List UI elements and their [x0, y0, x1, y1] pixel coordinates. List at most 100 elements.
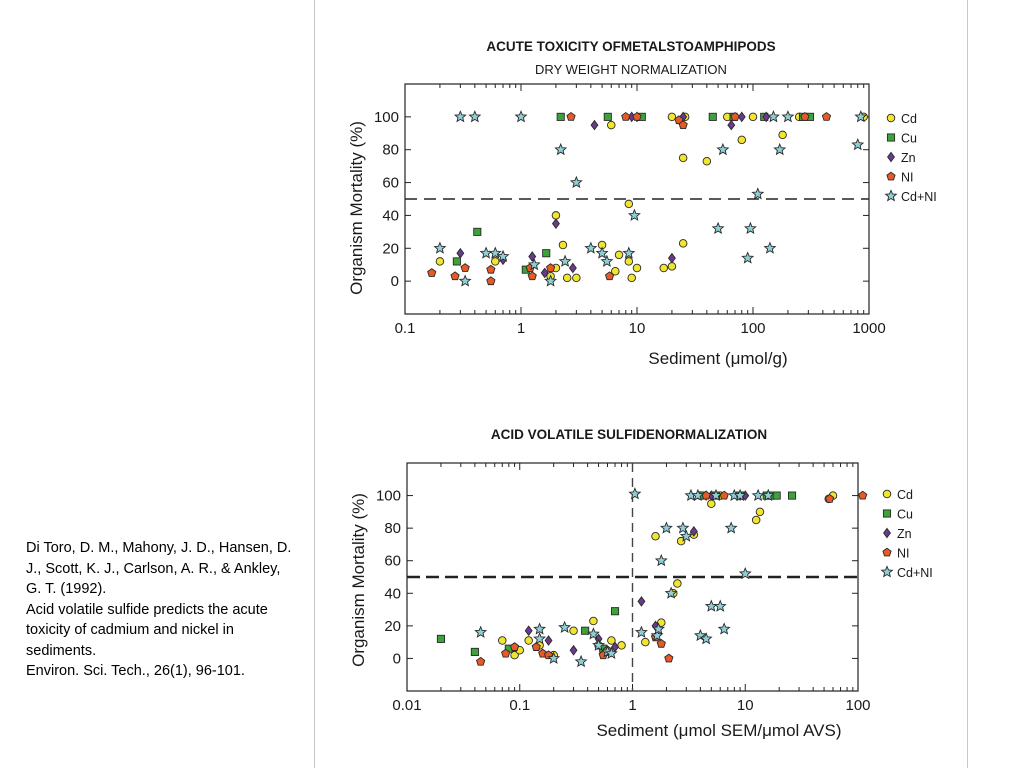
chart1-ytick-label: 20 [384, 618, 401, 635]
chart0-point-zn [727, 119, 736, 131]
chart0-point-cd [632, 263, 642, 273]
chart0-legend-marker [886, 133, 896, 142]
chart1-point-cd-ni [713, 599, 727, 612]
chart0-point-cd [678, 239, 688, 248]
chart0-point-cd-ni [569, 175, 583, 189]
chart0-point-cd-ni [496, 249, 510, 262]
charts-svg: ACUTE TOXICITY OFMETALSTOAMPHIPODS DRY W… [347, 39, 937, 740]
chart0-legend-marker [886, 171, 896, 181]
chart1-point-ni [531, 642, 541, 651]
chart1-point-cd-ni [679, 529, 693, 542]
chart0-point-cd [614, 250, 624, 260]
chart1-legend-marker [882, 489, 892, 499]
chart0-point-cd [702, 156, 712, 166]
chart1-title: ACUTE TOXICITY OFMETALSTOAMPHIPODS [486, 39, 775, 54]
chart1-point-cd-ni [761, 488, 775, 502]
chart2-ylabel: Organism Mortality (%) [349, 493, 368, 667]
chart0-point-cd [551, 211, 561, 220]
citation-journal: Environ. Sci. Tech., 26(1), 96-101. [26, 663, 245, 679]
chart0-point-cd [572, 273, 581, 283]
chart1-point-cu [610, 607, 620, 616]
chart1-point-cu [470, 647, 479, 656]
chart1-point-cu [787, 491, 797, 500]
chart1-point-cd [607, 636, 616, 645]
chart1-legend-label: Cu [897, 508, 913, 522]
chart1-point-cd-ni [586, 627, 600, 640]
chart0-point-ni [621, 112, 631, 121]
chart1-point-cd [498, 636, 507, 645]
chart1-point-ni [664, 653, 674, 663]
chart0-point-ni [427, 268, 437, 277]
chart1-plot: 0.1 1 10 100 1000 0 20 40 60 80 100 Cd Cu Zn NI Cd+NI [374, 83, 937, 337]
chart0-point-cd-ni [558, 254, 572, 267]
chart1-point-cd-ni [650, 628, 664, 642]
chart1-point-ni [656, 638, 666, 648]
chart1-point-cd [755, 507, 765, 517]
chart1-point-ni [858, 490, 868, 500]
chart0-point-cd [624, 199, 634, 209]
chart0-xtick-label: 0.1 [395, 320, 416, 337]
chart0-point-cd-ni [781, 110, 795, 123]
chart0-point-cd-ni [595, 246, 609, 259]
chart1-xtick-label: 1 [628, 697, 636, 714]
chart1-point-cd-ni [533, 622, 547, 635]
chart0-point-cd [607, 120, 616, 130]
chart0-point-zn [551, 218, 560, 229]
chart1-point-cd [524, 636, 533, 645]
chart0-legend-label: Cd+NI [901, 190, 937, 204]
chart1-point-cd-ni [628, 487, 642, 500]
chart1-point-cd-ni [558, 620, 572, 633]
chart1-legend-label: Zn [897, 527, 912, 541]
chart1-legend-label: Cd+NI [897, 566, 933, 580]
chart1-point-cd-ni [664, 586, 678, 599]
chart0-point-zn [568, 262, 577, 274]
chart1-ytick-label: 60 [384, 553, 401, 570]
chart0-point-ni [566, 112, 576, 121]
chart1-point-cd-ni [659, 521, 673, 534]
chart0-point-ni [604, 271, 615, 281]
chart1-xtick-label: 0.01 [392, 697, 421, 714]
chart0-point-cd [627, 273, 636, 283]
chart0-point-cu [556, 112, 565, 121]
chart0-point-cd [667, 112, 677, 122]
chart1-point-cd-ni [751, 488, 765, 502]
chart0-point-cd [748, 112, 758, 122]
chart0-point-cd [491, 257, 500, 266]
chart1-point-cd-ni [533, 632, 547, 645]
chart1-legend-marker [882, 547, 892, 557]
chart1-point-zn [689, 526, 698, 537]
chart1-point-cd [617, 641, 626, 650]
chart1-point-cd-ni [676, 521, 690, 534]
chart0-point-zn [540, 267, 549, 279]
chart0-xtick-label: 10 [629, 320, 646, 337]
chart0-point-cu [473, 227, 482, 236]
chart0-point-cd [562, 273, 572, 283]
chart0-point-cd [778, 130, 787, 140]
chart1-xtick-label: 100 [845, 697, 870, 714]
chart0-point-cd-ni [773, 142, 787, 156]
chart1-point-zn [637, 596, 646, 607]
chart1-point-cd-ni [604, 646, 618, 660]
chart1-point-cd [707, 499, 716, 508]
chart0-point-ni [730, 112, 740, 121]
chart0-point-cd-ni [716, 142, 730, 156]
chart1-ytick-label: 0 [393, 650, 401, 667]
chart1-point-ni [501, 648, 511, 658]
chart1-point-cd-ni [691, 488, 705, 502]
chart0-ytick-label: 0 [391, 273, 399, 290]
chart1-ytick-label: 40 [384, 585, 401, 602]
chart1-point-ni [509, 642, 520, 651]
chart1-ytick-label: 100 [376, 488, 401, 505]
chart0-legend-label: Cu [901, 132, 917, 146]
chart1-xtick-label: 0.1 [509, 697, 530, 714]
chart1-point-cd-ni [592, 638, 606, 651]
chart0-point-ni [486, 276, 496, 286]
chart1-legend-marker [882, 509, 892, 518]
chart1-point-cu [436, 634, 445, 643]
chart0-ytick-label: 40 [382, 207, 399, 224]
chart0-point-ni [678, 120, 688, 130]
chart0-point-cd [737, 135, 747, 145]
chart0-point-cd-ni [622, 246, 636, 259]
chart0-point-cd-ni [544, 274, 558, 287]
chart2-title: ACID VOLATILE SULFIDENORMALIZATION [491, 427, 767, 442]
